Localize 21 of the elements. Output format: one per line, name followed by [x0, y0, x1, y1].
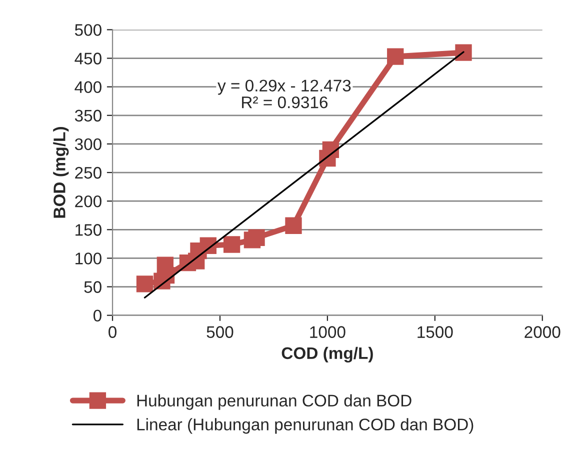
- y-tick-label: 100: [76, 252, 102, 264]
- y-tick-label: 350: [74, 110, 102, 122]
- x-tick-label: 0: [108, 326, 116, 338]
- x-tick-label: 500: [206, 326, 234, 338]
- legend-label: Hubungan penurunan COD dan BOD: [137, 394, 412, 410]
- x-tick-label: 1500: [418, 326, 453, 338]
- legend-label: Linear (Hubungan penurunan COD dan BOD): [137, 418, 474, 434]
- y-tick-label: 450: [74, 52, 102, 64]
- y-tick-label: 50: [84, 281, 102, 293]
- y-tick-label: 0: [93, 310, 102, 322]
- y-tick-label: 300: [74, 138, 102, 150]
- y-tick-label: 400: [74, 81, 102, 94]
- x-tick-label: 2000: [524, 326, 560, 338]
- x-tick-label: 1000: [310, 326, 346, 338]
- y-tick-label: 500: [74, 24, 102, 36]
- x-axis-title: COD (mg/L): [282, 346, 373, 362]
- y-axis-title: BOD (mg/L): [53, 127, 69, 218]
- y-tick-label: 250: [75, 166, 102, 179]
- y-tick-label: 150: [76, 224, 102, 236]
- annotation: y = 0.29x - 12.473 R² = 0.9316: [218, 80, 351, 108]
- y-tick-label: 200: [75, 195, 102, 208]
